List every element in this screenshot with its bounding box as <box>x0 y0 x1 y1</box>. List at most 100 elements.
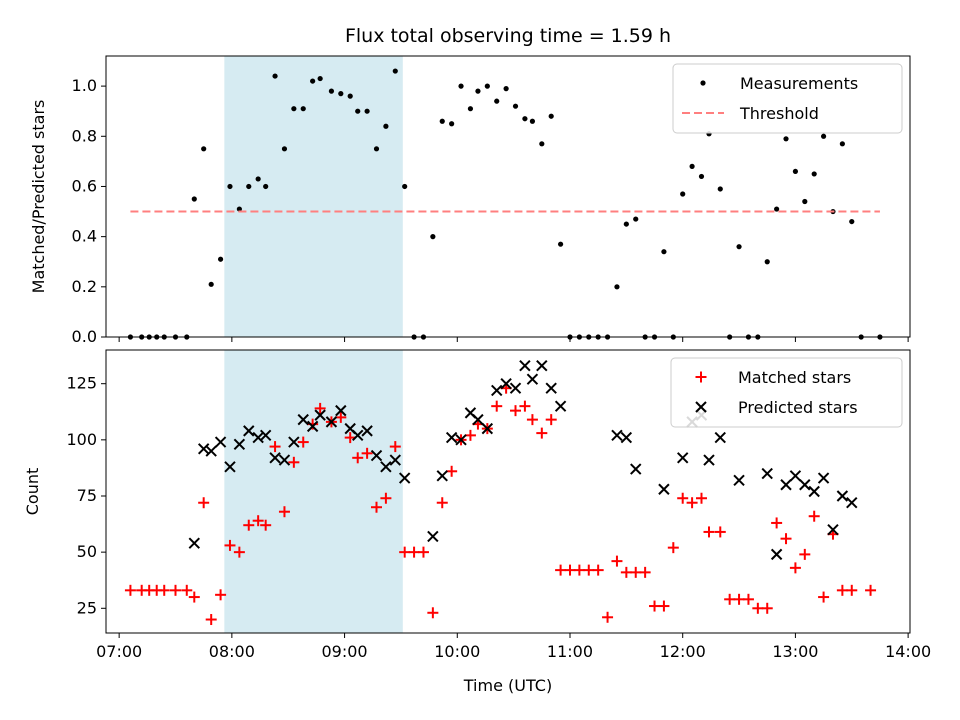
data-point <box>614 284 620 290</box>
data-point <box>780 479 792 491</box>
data-point <box>300 106 306 112</box>
legend: Matched stars Predicted stars <box>670 357 903 428</box>
data-point <box>680 191 686 197</box>
data-point <box>481 422 494 435</box>
data-point <box>344 432 356 444</box>
data-point <box>817 472 830 484</box>
data-point <box>611 429 623 442</box>
chart-title: Flux total observing time = 1.59 h <box>345 25 671 47</box>
data-point <box>328 88 335 94</box>
data-point <box>201 146 207 152</box>
axes-frame <box>105 55 911 338</box>
data-point <box>217 256 224 262</box>
highlight-span <box>224 350 403 633</box>
data-point <box>278 454 291 466</box>
data-point <box>205 445 217 457</box>
data-point <box>417 546 429 558</box>
data-point <box>573 564 585 576</box>
highlight-span <box>224 56 403 337</box>
data-point <box>811 171 817 177</box>
data-point <box>503 86 509 92</box>
data-point <box>714 526 726 538</box>
data-point <box>789 562 801 574</box>
data-point <box>500 377 512 390</box>
data-point <box>849 218 855 225</box>
data-point <box>661 249 667 255</box>
data-point <box>243 425 255 437</box>
data-point <box>548 113 554 119</box>
legend-box <box>670 357 903 428</box>
data-point <box>583 564 595 576</box>
data-point <box>545 382 557 394</box>
y-tick-label: 0.4 <box>72 227 97 246</box>
data-point <box>611 555 623 567</box>
data-point <box>564 564 576 576</box>
x-tick-label: 08:00 <box>209 642 255 661</box>
data-point <box>846 584 858 596</box>
data-point <box>714 431 726 444</box>
data-point <box>205 614 217 626</box>
data-point <box>780 533 792 545</box>
data-point <box>398 472 411 484</box>
data-point <box>236 206 242 212</box>
bottom-panel-count: 25 50 75 100 125 07:00 08:00 09:00 10:00 11:00 12:… <box>23 349 931 695</box>
legend-label: Predicted stars <box>738 398 858 417</box>
data-point <box>526 414 538 426</box>
data-point <box>338 91 344 97</box>
data-point <box>392 68 398 74</box>
data-point <box>233 546 245 558</box>
data-point <box>224 461 236 473</box>
legend-label: Matched stars <box>738 368 851 387</box>
data-point <box>439 118 445 124</box>
data-point <box>291 106 297 112</box>
data-point <box>455 434 467 446</box>
y-axis-label: Count <box>23 468 42 516</box>
data-point <box>633 216 639 222</box>
data-point <box>703 526 715 538</box>
data-point <box>371 501 383 513</box>
data-point <box>198 497 210 509</box>
data-point <box>306 420 319 433</box>
y-axis-label: Matched/Predicted stars <box>29 100 48 294</box>
data-point <box>188 537 200 549</box>
data-point <box>630 463 642 475</box>
data-point <box>529 118 536 124</box>
legend-label: Threshold <box>739 104 819 123</box>
data-point <box>191 196 197 202</box>
data-point <box>260 519 272 531</box>
data-point <box>676 452 689 464</box>
data-point <box>436 470 448 482</box>
y-tick-label: 1.0 <box>72 76 97 95</box>
data-point <box>818 591 830 603</box>
data-point <box>269 441 281 453</box>
data-point <box>475 88 481 94</box>
data-point <box>526 373 539 385</box>
data-point <box>536 360 548 372</box>
data-point <box>364 108 370 114</box>
data-point <box>509 382 522 394</box>
data-point <box>733 474 745 486</box>
data-point <box>467 106 474 112</box>
data-point <box>799 479 811 491</box>
data-point <box>314 409 326 421</box>
data-point <box>427 530 439 543</box>
data-point <box>352 452 364 464</box>
x-tick-label: 09:00 <box>322 642 368 661</box>
data-point <box>733 593 745 605</box>
y-tick-label: 75 <box>77 486 97 505</box>
data-point <box>554 400 567 412</box>
data-point <box>620 431 633 444</box>
data-point <box>658 483 670 495</box>
axes-frame <box>105 349 911 634</box>
data-point <box>865 584 877 596</box>
data-point <box>658 600 670 612</box>
data-point <box>491 384 503 397</box>
data-point <box>770 548 783 561</box>
legend-box <box>672 63 903 134</box>
x-tick-label: 11:00 <box>547 642 593 661</box>
data-point <box>227 183 233 190</box>
legend-label: Measurements <box>740 74 858 93</box>
data-point <box>689 163 695 169</box>
data-point <box>458 83 464 89</box>
